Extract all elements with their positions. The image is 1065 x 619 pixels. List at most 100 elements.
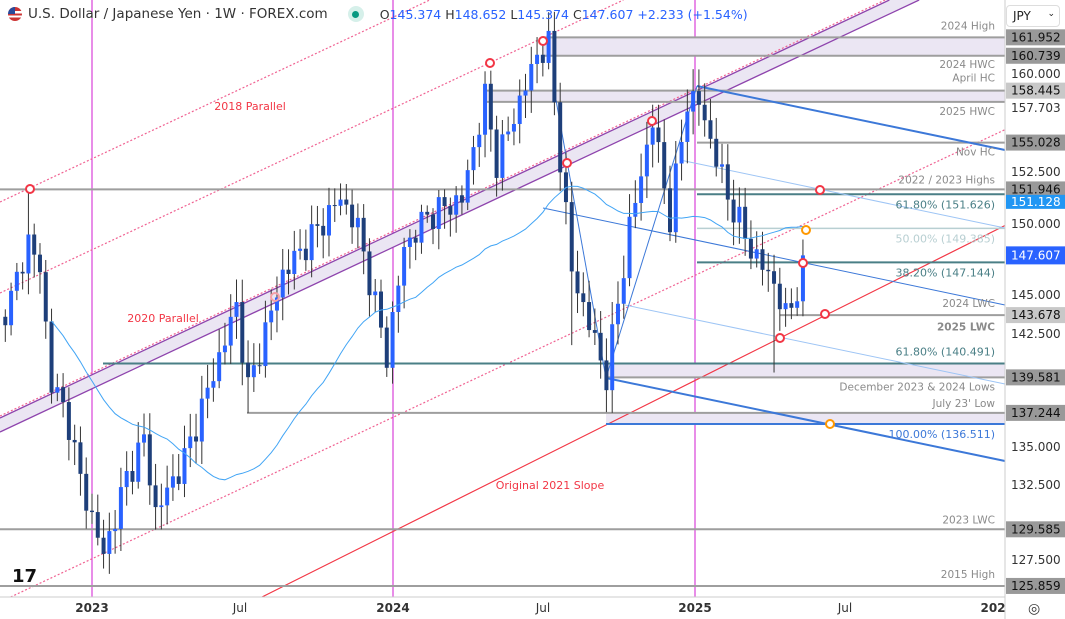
- band-2024-high: [543, 37, 1005, 56]
- candle-body: [274, 297, 279, 311]
- candle-body: [147, 434, 152, 486]
- candle-body: [772, 271, 777, 284]
- time-tick-label: 2025: [678, 601, 711, 615]
- fib-label-1: 50.00% (149.385): [895, 232, 995, 245]
- pivot-marker-7: [820, 309, 830, 319]
- candle-body: [529, 63, 534, 91]
- candle-body: [136, 442, 141, 482]
- candle-body: [760, 249, 765, 270]
- pivot-marker-4: [562, 158, 572, 168]
- change-readout: +2.233 (+1.54%): [637, 6, 748, 22]
- candle-body: [500, 134, 505, 178]
- time-tick-label: Jul: [837, 601, 852, 615]
- price-tag-bg: [1006, 181, 1065, 198]
- candle-body: [656, 127, 661, 143]
- target-marker-1: [825, 419, 835, 429]
- candle-body: [142, 434, 147, 443]
- pivot-marker-faint: [270, 292, 280, 302]
- gear-icon[interactable]: ◎: [1028, 601, 1041, 617]
- candle-body: [535, 54, 540, 64]
- candle-body: [251, 365, 256, 378]
- level-label-4: Nov HC: [956, 147, 995, 159]
- price-tick-label: 145.000: [1011, 288, 1061, 302]
- candle-body: [43, 272, 48, 322]
- price-tick-label: 127.500: [1011, 553, 1061, 567]
- channel-bottom-line: [0, 0, 920, 433]
- candle-body: [413, 237, 418, 243]
- annotation-2018-parallel: 2018 Parallel: [214, 100, 286, 113]
- candle-body: [731, 199, 736, 223]
- pivot-marker-8: [815, 185, 825, 195]
- candle-body: [454, 195, 459, 215]
- candle-body: [350, 204, 355, 228]
- candle-body: [592, 330, 597, 333]
- candle-body: [552, 30, 557, 103]
- price-tick-label: 132.500: [1011, 478, 1061, 492]
- trendline-4: [624, 304, 1006, 385]
- candle-body: [639, 176, 644, 203]
- pivot-marker-0: [25, 184, 35, 194]
- pivot-marker-1: [485, 58, 495, 68]
- candle-body: [604, 360, 609, 391]
- price-tag-bg: [1006, 577, 1065, 594]
- candle-body: [442, 197, 447, 207]
- candle-body: [725, 164, 730, 200]
- candle-body: [49, 321, 54, 393]
- price-tag: 158.445: [1011, 84, 1061, 98]
- price-tick-label: 160.000: [1011, 67, 1061, 81]
- pivot-marker-3: [647, 116, 657, 126]
- candle-body: [292, 250, 297, 275]
- candle-body: [459, 195, 464, 203]
- candle-body: [431, 214, 436, 229]
- candle-body: [20, 271, 25, 274]
- level-label-2: April HC: [952, 73, 995, 85]
- candle-body: [309, 224, 314, 261]
- candle-body: [222, 345, 227, 353]
- candle-body: [598, 332, 603, 361]
- level-label-9: July 23' Low: [932, 398, 996, 410]
- candle-body: [720, 164, 725, 167]
- trendline-3: [679, 159, 1006, 229]
- price-tag: 143.678: [1011, 308, 1061, 322]
- candle-body: [587, 302, 592, 331]
- candle-body: [78, 442, 83, 474]
- level-label-5: 2022 / 2023 Highs: [898, 174, 995, 186]
- price-tag-bg: [1006, 369, 1065, 386]
- candle-body: [326, 205, 331, 236]
- fib-label-3: 61.80% (140.491): [895, 346, 995, 359]
- candle-body: [477, 134, 482, 148]
- candle-body: [650, 127, 655, 145]
- candle-body: [37, 254, 42, 273]
- trendline-0: [696, 85, 1006, 151]
- candle-body: [3, 316, 8, 326]
- candle-body: [523, 90, 528, 96]
- last-price-tag: 147.607: [1011, 248, 1061, 262]
- currency-selector[interactable]: JPY ⌄: [1006, 5, 1060, 27]
- candle-body: [610, 324, 615, 391]
- candle-body: [26, 234, 31, 274]
- candle-body: [55, 387, 60, 393]
- candle-body: [795, 301, 800, 308]
- candle-body: [673, 163, 678, 233]
- symbol-title[interactable]: U.S. Dollar / Japanese Yen · 1W · FOREX.…: [28, 6, 328, 22]
- candle-body: [783, 303, 788, 310]
- candle-body: [211, 381, 216, 388]
- candle-body: [182, 448, 187, 484]
- candle-body: [483, 83, 488, 135]
- ma-price-tag-bg: [1006, 194, 1065, 209]
- candle-body: [240, 302, 245, 363]
- price-tag-bg: [1006, 307, 1065, 324]
- chart-header: U.S. Dollar / Japanese Yen · 1W · FOREX.…: [8, 6, 748, 22]
- fib-label-0: 61.80% (151.626): [895, 198, 995, 211]
- candle-body: [581, 293, 586, 303]
- level-label-1: 2024 HWC: [939, 59, 995, 71]
- candle-body: [72, 439, 77, 443]
- candle-body: [280, 269, 285, 298]
- candle-body: [390, 312, 395, 368]
- candle-body: [101, 537, 106, 554]
- candle-body: [396, 285, 401, 313]
- dotted-parallel-2: [0, 0, 886, 417]
- time-tick-label: 2024: [376, 601, 409, 615]
- last-price-tag-bg: [1006, 246, 1065, 265]
